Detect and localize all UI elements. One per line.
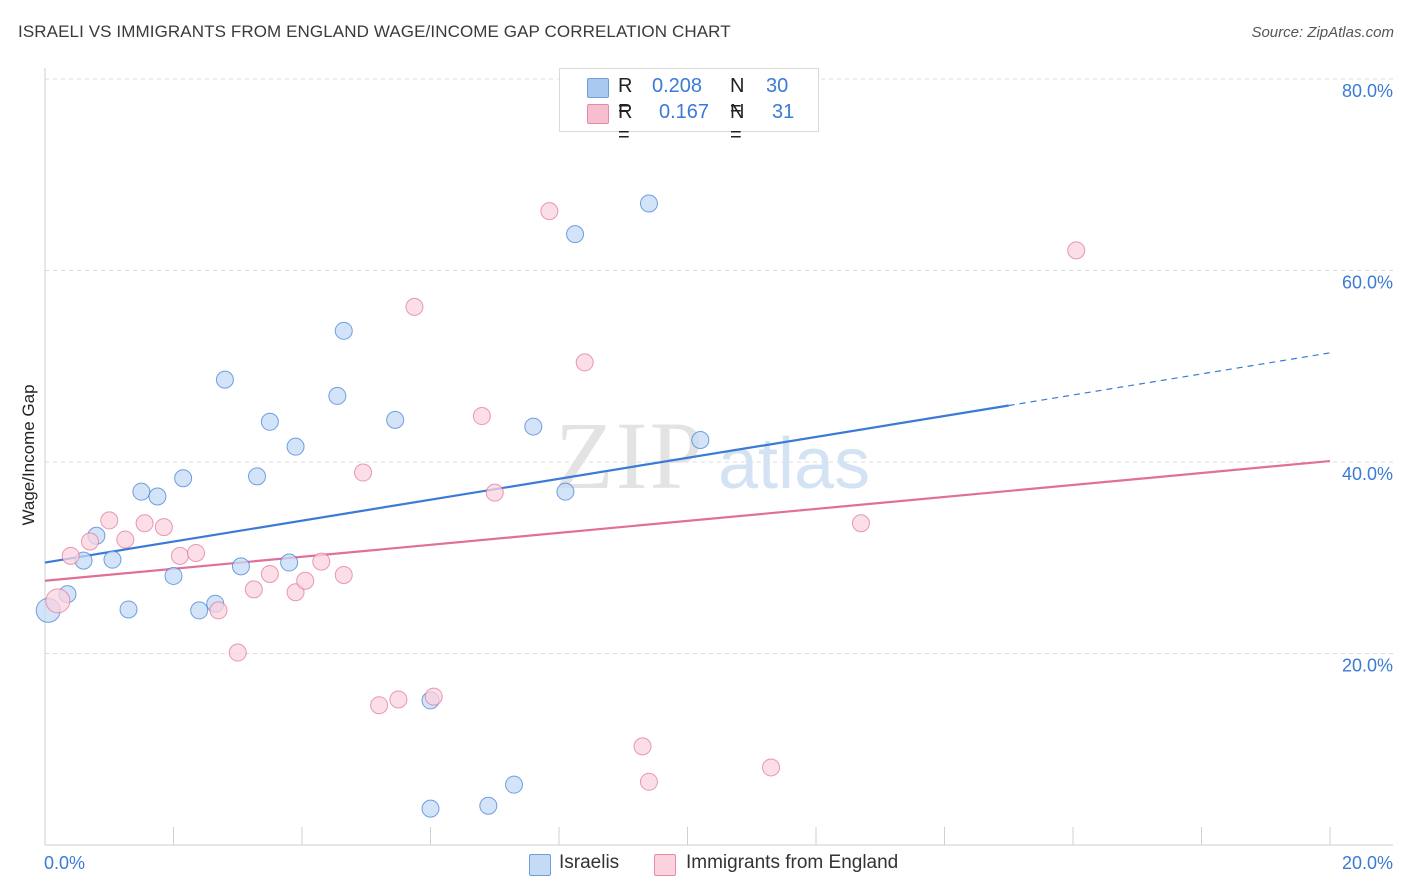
data-point <box>762 758 781 777</box>
data-points <box>35 194 1086 818</box>
legend-swatch-israelis <box>587 78 609 98</box>
data-point <box>286 583 305 602</box>
data-point <box>148 487 167 506</box>
source-label: Source: ZipAtlas.com <box>1251 24 1394 41</box>
data-point <box>228 643 247 662</box>
data-point <box>633 737 652 756</box>
data-point <box>209 601 228 620</box>
data-point <box>370 696 389 715</box>
watermark: ZIP atlas <box>555 402 870 509</box>
data-point <box>505 775 524 794</box>
data-point <box>135 514 154 533</box>
data-point <box>231 557 250 576</box>
data-point <box>540 202 559 221</box>
data-point <box>132 482 151 501</box>
data-point <box>103 550 122 569</box>
data-point <box>244 580 263 599</box>
watermark-zip: ZIP <box>555 402 705 509</box>
grid-lines <box>45 78 1393 654</box>
legend-label-england: Immigrants from England <box>686 852 899 873</box>
data-point <box>100 511 119 530</box>
trend-line <box>44 459 1331 582</box>
data-point <box>485 483 504 502</box>
legend-r-label: R = <box>618 75 633 120</box>
data-point <box>354 463 373 482</box>
data-point <box>386 410 405 429</box>
data-point <box>389 690 408 709</box>
y-axis-label: Wage/Income Gap <box>19 384 38 525</box>
data-point <box>296 571 315 590</box>
data-point <box>851 514 870 533</box>
data-point <box>479 796 498 815</box>
data-point <box>260 412 279 431</box>
legend-r-label: R = <box>618 101 633 146</box>
y-tick-label: 60.0% <box>1342 273 1393 293</box>
data-point <box>119 600 138 619</box>
x-tick-label: 0.0% <box>44 853 85 873</box>
data-point <box>280 553 299 572</box>
data-point <box>190 601 209 620</box>
legend-n-value: 31 <box>772 101 795 123</box>
correlation-legend: R = 0.208 N = 30 R = 0.167 N = 31 <box>559 68 819 146</box>
data-point <box>186 543 205 562</box>
data-point <box>170 546 189 565</box>
trend-line-extension <box>1008 352 1331 407</box>
data-point <box>334 565 353 584</box>
legend-swatch-england <box>587 104 609 124</box>
data-point <box>556 482 575 501</box>
legend-swatch-israelis-bottom <box>529 854 551 876</box>
data-point <box>215 370 234 389</box>
data-point <box>334 321 353 340</box>
watermark-atlas: atlas <box>718 424 870 504</box>
data-point <box>328 386 347 405</box>
legend-r-value: 0.208 <box>652 75 703 97</box>
trend-lines <box>44 352 1331 582</box>
y-tick-label: 20.0% <box>1342 656 1393 676</box>
data-point <box>691 430 710 449</box>
data-point <box>424 687 443 706</box>
data-point <box>312 552 331 571</box>
legend-n-value: 30 <box>766 75 789 97</box>
data-point <box>524 417 543 436</box>
trend-line <box>44 404 1009 564</box>
data-point <box>116 530 135 549</box>
data-point <box>164 566 183 585</box>
data-point <box>566 225 585 244</box>
data-point <box>45 588 71 614</box>
chart-title: ISRAELI VS IMMIGRANTS FROM ENGLAND WAGE/… <box>18 22 731 41</box>
legend-r-value: 0.167 <box>659 101 710 123</box>
legend-n-label: N = <box>730 75 745 120</box>
data-point <box>174 469 193 488</box>
data-point <box>61 546 80 565</box>
data-point <box>421 799 440 818</box>
x-tick-label: 20.0% <box>1342 853 1393 873</box>
data-point <box>154 518 173 537</box>
data-point <box>286 437 305 456</box>
data-point <box>575 353 594 372</box>
data-point <box>405 297 424 316</box>
data-point <box>472 407 491 426</box>
data-point <box>639 772 658 791</box>
y-tick-label: 40.0% <box>1342 464 1393 484</box>
data-point <box>248 467 267 486</box>
data-point <box>80 532 99 551</box>
tick-labels: 20.0% 40.0% 60.0% 80.0% 0.0% 20.0% <box>44 81 1393 873</box>
legend-label-israelis: Israelis <box>559 852 620 873</box>
legend-n-label: N = <box>730 101 745 146</box>
y-tick-label: 80.0% <box>1342 81 1393 101</box>
data-point <box>260 565 279 584</box>
axes <box>44 68 1393 846</box>
legend-swatch-england-bottom <box>654 854 676 876</box>
data-point <box>639 194 658 213</box>
data-point <box>1067 241 1086 260</box>
